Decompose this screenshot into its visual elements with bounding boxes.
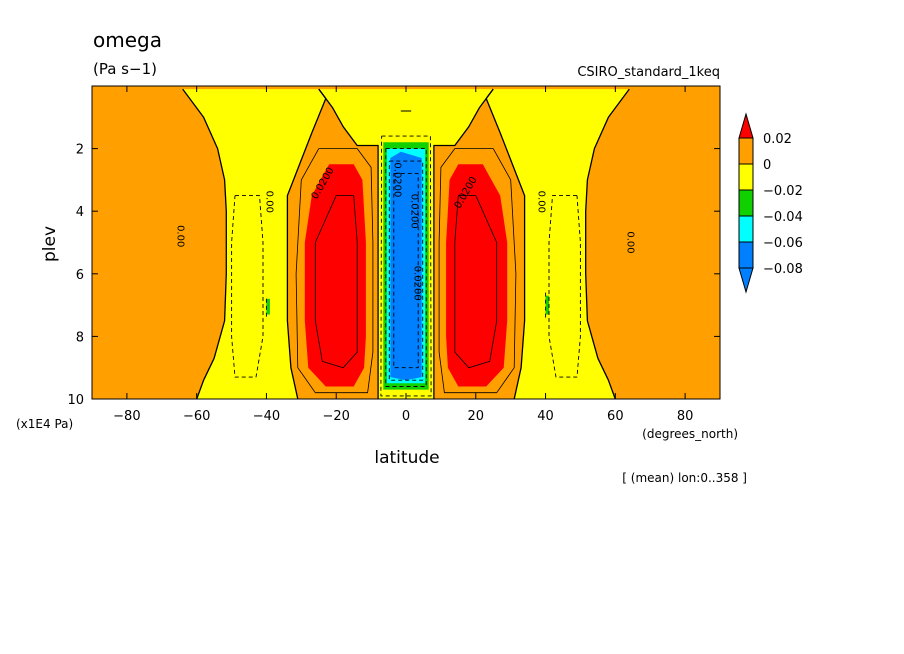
fill-region-yellow-band-south: [92, 89, 326, 399]
chart-units: (Pa s−1): [93, 60, 157, 78]
x-tick-label: 40: [537, 409, 554, 424]
fill-region-blue-equatorial-column: [390, 151, 422, 381]
x-axis-units: (degrees_north): [642, 427, 738, 441]
x-tick-label: −40: [253, 409, 280, 424]
contour-line-dashed: [380, 135, 432, 397]
contour-label: 0.0200: [392, 162, 403, 197]
x-tick-label: 60: [607, 409, 624, 424]
contour-label: 0.00: [536, 191, 547, 213]
y-axis-scale-label: (x1E4 Pa): [16, 417, 73, 431]
colorbar-band: [738, 241, 754, 269]
contour-line-dashed: [231, 195, 264, 378]
contour-line-dashed: [393, 173, 419, 369]
contour-line-solid: [433, 88, 494, 399]
contour-line-solid: [318, 88, 379, 399]
colorbar-band: [738, 163, 754, 191]
contour-line-solid: [182, 88, 227, 400]
colorbar-bottom-arrow: [738, 267, 754, 294]
contour-line-dashed: [548, 195, 581, 378]
fill-region-green-patch-north: [545, 295, 549, 315]
contour-label: 0.00: [625, 231, 636, 253]
contour-fills: [92, 86, 720, 399]
x-tick-label: −60: [183, 409, 210, 424]
colorbar-top-arrow: [738, 112, 754, 139]
colorbar-legend: 0.02 0 −0.02 −0.04 −0.06 −0.08: [738, 112, 803, 294]
model-label: CSIRO_standard_1keq: [577, 65, 720, 80]
colorbar-band: [738, 215, 754, 243]
contour-label: 0.0200: [411, 266, 422, 301]
fill-region-green-patch-south: [266, 298, 270, 315]
x-tick-label: −80: [113, 409, 140, 424]
x-tick-label: −20: [323, 409, 350, 424]
x-tick-label: 20: [468, 409, 485, 424]
fill-region-red-core-south: [304, 164, 366, 387]
y-tick-label: 10: [67, 393, 84, 408]
colorbar-level-label: −0.04: [763, 210, 803, 225]
contour-line-solid: [585, 88, 630, 400]
x-axis-ticks: −80 −60 −40 −20 0 20 40 60 80: [113, 86, 693, 424]
x-tick-label: 0: [402, 409, 410, 424]
contour-line-solid: [295, 148, 374, 394]
contour-label: 0.00: [263, 191, 274, 213]
mean-footnote: [ (mean) lon:0..358 ]: [622, 471, 747, 485]
colorbar-level-label: −0.06: [763, 236, 803, 251]
colorbar-band: [738, 137, 754, 165]
y-tick-label: 8: [76, 330, 84, 345]
fill-region-yellow-top-center: [318, 89, 494, 146]
x-tick-label: 80: [677, 409, 694, 424]
y-axis-ticks: 2 4 6 8 10: [67, 143, 720, 408]
colorbar-level-label: −0.08: [763, 262, 803, 277]
y-tick-label: 6: [76, 268, 84, 283]
contour-line-solid: [438, 148, 517, 394]
colorbar-level-label: 0: [763, 158, 771, 173]
x-axis-label: latitude: [374, 448, 439, 468]
plot-area: 0.000.000.02000.000.000.02000.02000.0200…: [91, 85, 721, 400]
colorbar-level-label: 0.02: [763, 132, 792, 147]
colorbar-band: [738, 189, 754, 217]
y-tick-label: 4: [76, 205, 84, 220]
contour-line-solid: [454, 195, 498, 369]
contour-lines: [182, 88, 630, 400]
contour-label: 0.00: [175, 225, 186, 247]
chart-title: omega: [93, 28, 162, 52]
y-tick-label: 2: [76, 143, 84, 158]
colorbar-level-label: −0.02: [763, 184, 803, 199]
fill-region-red-core-north: [446, 164, 508, 387]
fill-region-yellow-band-north: [486, 89, 720, 399]
contour-line-solid: [314, 195, 358, 369]
contour-line-dashed: [388, 160, 424, 381]
contour-label: 0.0200: [409, 194, 420, 229]
y-axis-label: plev: [40, 226, 60, 262]
